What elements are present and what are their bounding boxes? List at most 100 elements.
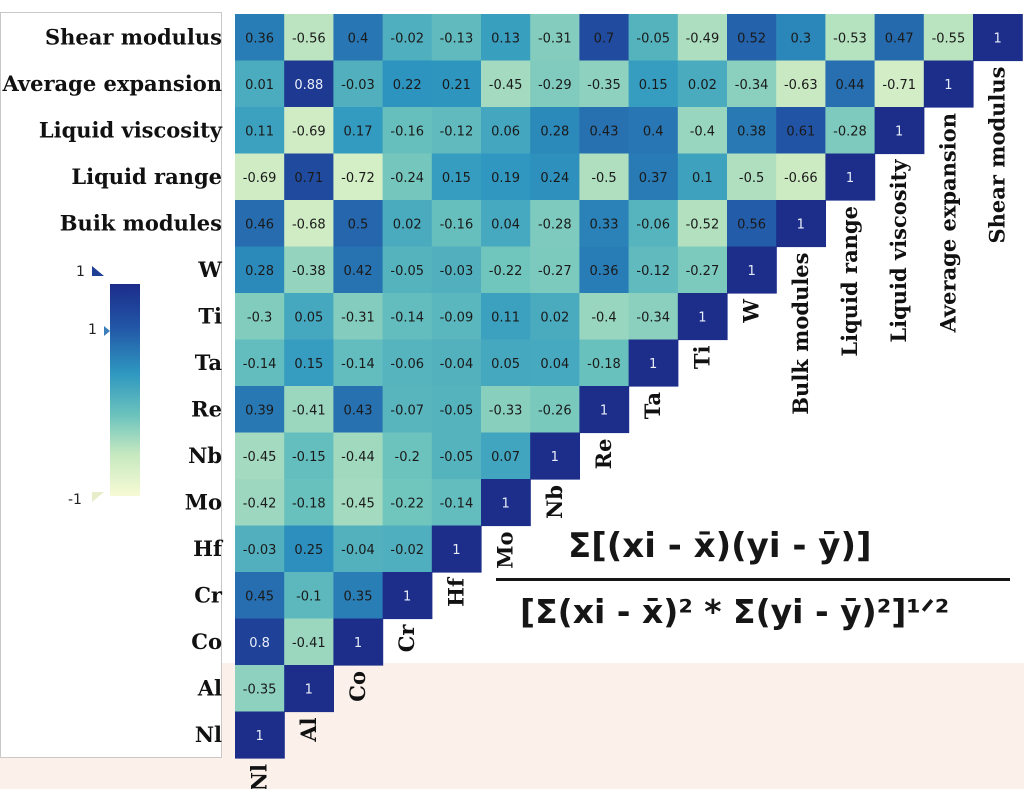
heatmap-cell [677, 293, 728, 341]
cell-value-label: -0.45 [243, 450, 277, 465]
cell-value-label: -0.35 [587, 78, 621, 93]
heatmap-cell [481, 246, 531, 294]
heatmap-cell [235, 293, 285, 341]
cell-value-label: 0.06 [491, 124, 520, 139]
heatmap-cell [481, 200, 531, 248]
cell-value-label: -0.02 [390, 31, 424, 46]
heatmap-cell [235, 386, 285, 434]
cell-value-label: 0.36 [245, 31, 274, 46]
cell-value-label: -0.71 [882, 78, 916, 93]
heatmap-cell [677, 107, 728, 155]
heatmap-cell [382, 60, 433, 108]
cell-value-label: -0.03 [341, 78, 375, 93]
cell-value-label: 0.02 [540, 310, 569, 325]
heatmap-cell [333, 386, 384, 434]
cell-value-label: 0.28 [540, 124, 569, 139]
cell-value-label: 1 [305, 682, 313, 697]
colorbar [92, 266, 140, 502]
cell-value-label: 0.1 [692, 171, 713, 186]
cell-value-label: 0.38 [737, 124, 766, 139]
cell-value-label: 1 [600, 403, 608, 418]
heatmap-cell [579, 246, 630, 294]
cell-value-label: 0.45 [245, 589, 274, 604]
heatmap-cell [333, 572, 384, 620]
cell-value-label: 0.04 [491, 217, 520, 232]
colorbar-tick-bottom: -1 [68, 492, 82, 508]
heatmap-cell [284, 153, 334, 201]
cell-value-label: 0.37 [639, 171, 668, 186]
cell-value-label: -0.22 [390, 496, 424, 511]
cell-value-label: 0.25 [294, 543, 323, 558]
heatmap-cell [579, 293, 630, 341]
heatmap-cell [333, 432, 384, 480]
cell-value-label: -0.2 [395, 450, 420, 465]
heatmap-cell [333, 618, 384, 666]
cell-value-label: 0.33 [590, 217, 619, 232]
colorbar-tick-top: 1 [76, 264, 85, 280]
row-label: Shear modulus [45, 24, 222, 49]
heatmap-cell [333, 107, 384, 155]
cell-value-label: -0.14 [440, 496, 474, 511]
cell-value-label: -0.16 [390, 124, 424, 139]
cell-value-label: 0.42 [344, 264, 373, 279]
heatmap-cell [874, 107, 925, 155]
heatmap-cell [235, 711, 285, 759]
cell-value-label: -0.27 [538, 264, 572, 279]
cell-value-label: 0.28 [245, 264, 274, 279]
heatmap-cell [727, 14, 777, 62]
heatmap-cell [874, 60, 925, 108]
column-label: Bulk modules [788, 253, 813, 415]
heatmap-cell [530, 200, 580, 248]
heatmap-cell [874, 14, 925, 62]
heatmap-cell [727, 200, 777, 248]
heatmap-cell [382, 107, 433, 155]
heatmap-cell [727, 107, 777, 155]
heatmap-cell [481, 386, 531, 434]
heatmap-cell [333, 525, 384, 573]
heatmap-cell [677, 153, 728, 201]
cell-value-label: 0.15 [442, 171, 471, 186]
heatmap-cell [284, 60, 334, 108]
heatmap-cell [333, 479, 384, 527]
heatmap-cell [284, 386, 334, 434]
cell-value-label: -0.42 [243, 496, 277, 511]
heatmap-cell [727, 246, 777, 294]
cell-value-label: -0.5 [739, 171, 764, 186]
column-label: Re [591, 439, 616, 470]
cell-value-label: -0.03 [440, 264, 474, 279]
cell-value-label: -0.03 [243, 543, 277, 558]
heatmap-cell [284, 293, 334, 341]
cell-value-label: -0.38 [292, 264, 326, 279]
heatmap-cell [530, 107, 580, 155]
cell-value-label: -0.04 [440, 357, 474, 372]
cell-value-label: 1 [846, 171, 854, 186]
row-label: Mo [185, 489, 222, 514]
row-label: Nl [195, 722, 222, 747]
cell-value-label: -0.45 [489, 78, 523, 93]
cell-value-label: -0.05 [636, 31, 670, 46]
cell-value-label: -0.49 [686, 31, 720, 46]
cell-value-label: 0.39 [245, 403, 274, 418]
heatmap-cell [628, 339, 679, 387]
heatmap-cells: 0.36 -0.56 0.4 -0.02 -0.13 0.13 -0.31 0.7 -0.05-… [235, 14, 1023, 759]
cell-value-label: -0.06 [390, 357, 424, 372]
heatmap-cell [431, 339, 482, 387]
cell-value-label: -0.34 [636, 310, 670, 325]
cell-value-label: -0.14 [341, 357, 375, 372]
heatmap-cell [235, 525, 285, 573]
heatmap-cell [825, 60, 876, 108]
heatmap-cell [628, 293, 679, 341]
heatmap-cell [284, 525, 334, 573]
cell-value-label: -0.56 [292, 31, 326, 46]
cell-value-label: -0.04 [341, 543, 375, 558]
heatmap-cell [628, 153, 679, 201]
cell-value-label: -0.5 [591, 171, 616, 186]
heatmap-cell [579, 107, 630, 155]
cell-value-label: -0.31 [341, 310, 375, 325]
row-label: Al [197, 675, 222, 700]
heatmap-cell [284, 618, 334, 666]
heatmap-cell [677, 246, 728, 294]
cell-value-label: -0.22 [489, 264, 523, 279]
cell-value-label: -0.55 [932, 31, 966, 46]
